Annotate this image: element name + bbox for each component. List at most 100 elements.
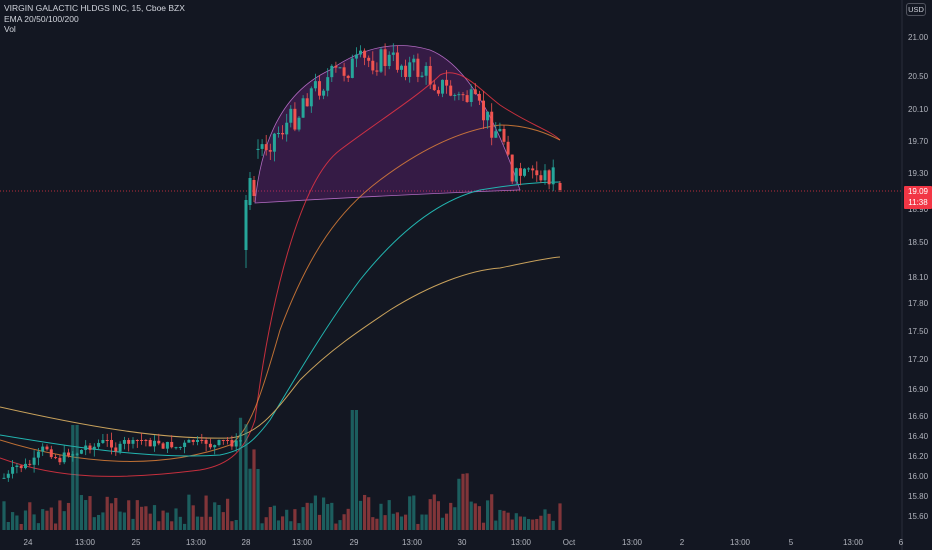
volume-bar	[272, 505, 276, 530]
volume-bar	[531, 519, 535, 530]
currency-button[interactable]: USD	[906, 3, 926, 16]
volume-bar	[161, 510, 165, 530]
candle-body	[200, 440, 204, 441]
candle-body	[58, 457, 62, 463]
volume-bar	[226, 498, 230, 530]
volume-bar	[383, 515, 387, 530]
volume-bar	[535, 518, 539, 530]
candle-body	[383, 49, 387, 67]
candle-body	[285, 122, 289, 135]
candle-body	[144, 440, 148, 441]
candle-body	[24, 463, 27, 469]
volume-bar	[174, 508, 178, 530]
time-tick-label: 13:00	[185, 538, 207, 547]
candle-body	[131, 440, 135, 444]
volume-bar	[326, 504, 330, 530]
volume-bar	[15, 515, 19, 530]
volume-bar	[420, 514, 424, 530]
candle-body	[367, 57, 371, 61]
candle-body	[127, 440, 131, 444]
volume-bar	[338, 520, 342, 530]
volume-bar	[354, 410, 358, 530]
candle-body	[11, 467, 15, 474]
candle-body	[161, 443, 165, 449]
volume-bar	[88, 496, 92, 530]
candle-body	[62, 452, 66, 463]
candle-body	[457, 94, 461, 96]
price-tick-label: 21.00	[908, 33, 929, 42]
volume-bar	[144, 506, 148, 530]
volume-bar	[268, 507, 272, 530]
candle-body	[395, 52, 399, 70]
volume-bar	[19, 523, 23, 530]
volume-bar	[506, 512, 510, 530]
time-tick-label: 13:00	[842, 538, 864, 547]
volume-bar	[248, 468, 252, 530]
candle-body	[213, 445, 217, 448]
volume-bar	[297, 523, 301, 530]
candle-body	[305, 98, 309, 107]
candle-body	[510, 154, 514, 182]
volume-bar	[486, 500, 490, 530]
candle-body	[424, 65, 428, 76]
volume-bar	[71, 425, 75, 530]
volume-bar	[313, 495, 317, 530]
volume-bar	[276, 520, 281, 530]
candle-body	[88, 445, 92, 450]
candle-body	[281, 132, 285, 135]
candle-body	[494, 131, 498, 138]
candle-body	[486, 111, 490, 121]
candle-body	[408, 62, 412, 77]
volume-bar	[514, 513, 518, 530]
volume-bar	[41, 509, 45, 530]
candle-body	[547, 170, 551, 185]
candle-body	[170, 441, 174, 448]
candle-body	[432, 84, 436, 91]
volume-bar	[148, 513, 152, 530]
candle-body	[191, 440, 195, 442]
volume-bar	[309, 503, 313, 530]
volume-bar	[342, 514, 346, 530]
candle-body	[482, 100, 485, 121]
candle-body	[140, 440, 144, 441]
candle-body	[416, 58, 420, 77]
volume-bar	[157, 521, 161, 530]
candle-body	[6, 473, 10, 478]
volume-bar	[424, 514, 428, 530]
candle-body	[204, 440, 208, 444]
candle-body	[2, 477, 6, 479]
candle-body	[187, 440, 191, 443]
candle-body	[165, 441, 169, 449]
candle-body	[461, 94, 465, 96]
volume-bar	[66, 502, 71, 530]
volume-bar	[131, 518, 135, 530]
volume-bar	[469, 501, 473, 530]
volume-bar	[118, 511, 122, 530]
volume-bar	[238, 417, 243, 530]
candle-body	[54, 457, 58, 459]
time-tick-label: 13:00	[510, 538, 532, 547]
volume-bar	[97, 514, 101, 530]
volume-bar	[165, 512, 169, 530]
candle-body	[428, 65, 432, 85]
time-tick-label: 13:00	[621, 538, 643, 547]
candle-body	[221, 440, 225, 441]
volume-bar	[105, 496, 109, 530]
price-tick-label: 15.80	[908, 492, 929, 501]
ema100-line	[0, 181, 561, 457]
candle-body	[79, 449, 83, 454]
volume-bar	[412, 495, 416, 530]
volume-bar	[234, 519, 238, 530]
price-tick-label: 17.80	[908, 299, 929, 308]
volume-bar	[252, 449, 256, 530]
candle-body	[36, 451, 40, 458]
candle-body	[518, 168, 522, 176]
volume-bar	[449, 502, 453, 530]
candle-body	[527, 168, 531, 170]
candle-body	[268, 150, 272, 152]
candle-body	[157, 440, 161, 444]
candle-body	[67, 452, 70, 456]
time-tick-label: 28	[241, 538, 251, 547]
current-price-value: 19.09	[907, 187, 929, 196]
